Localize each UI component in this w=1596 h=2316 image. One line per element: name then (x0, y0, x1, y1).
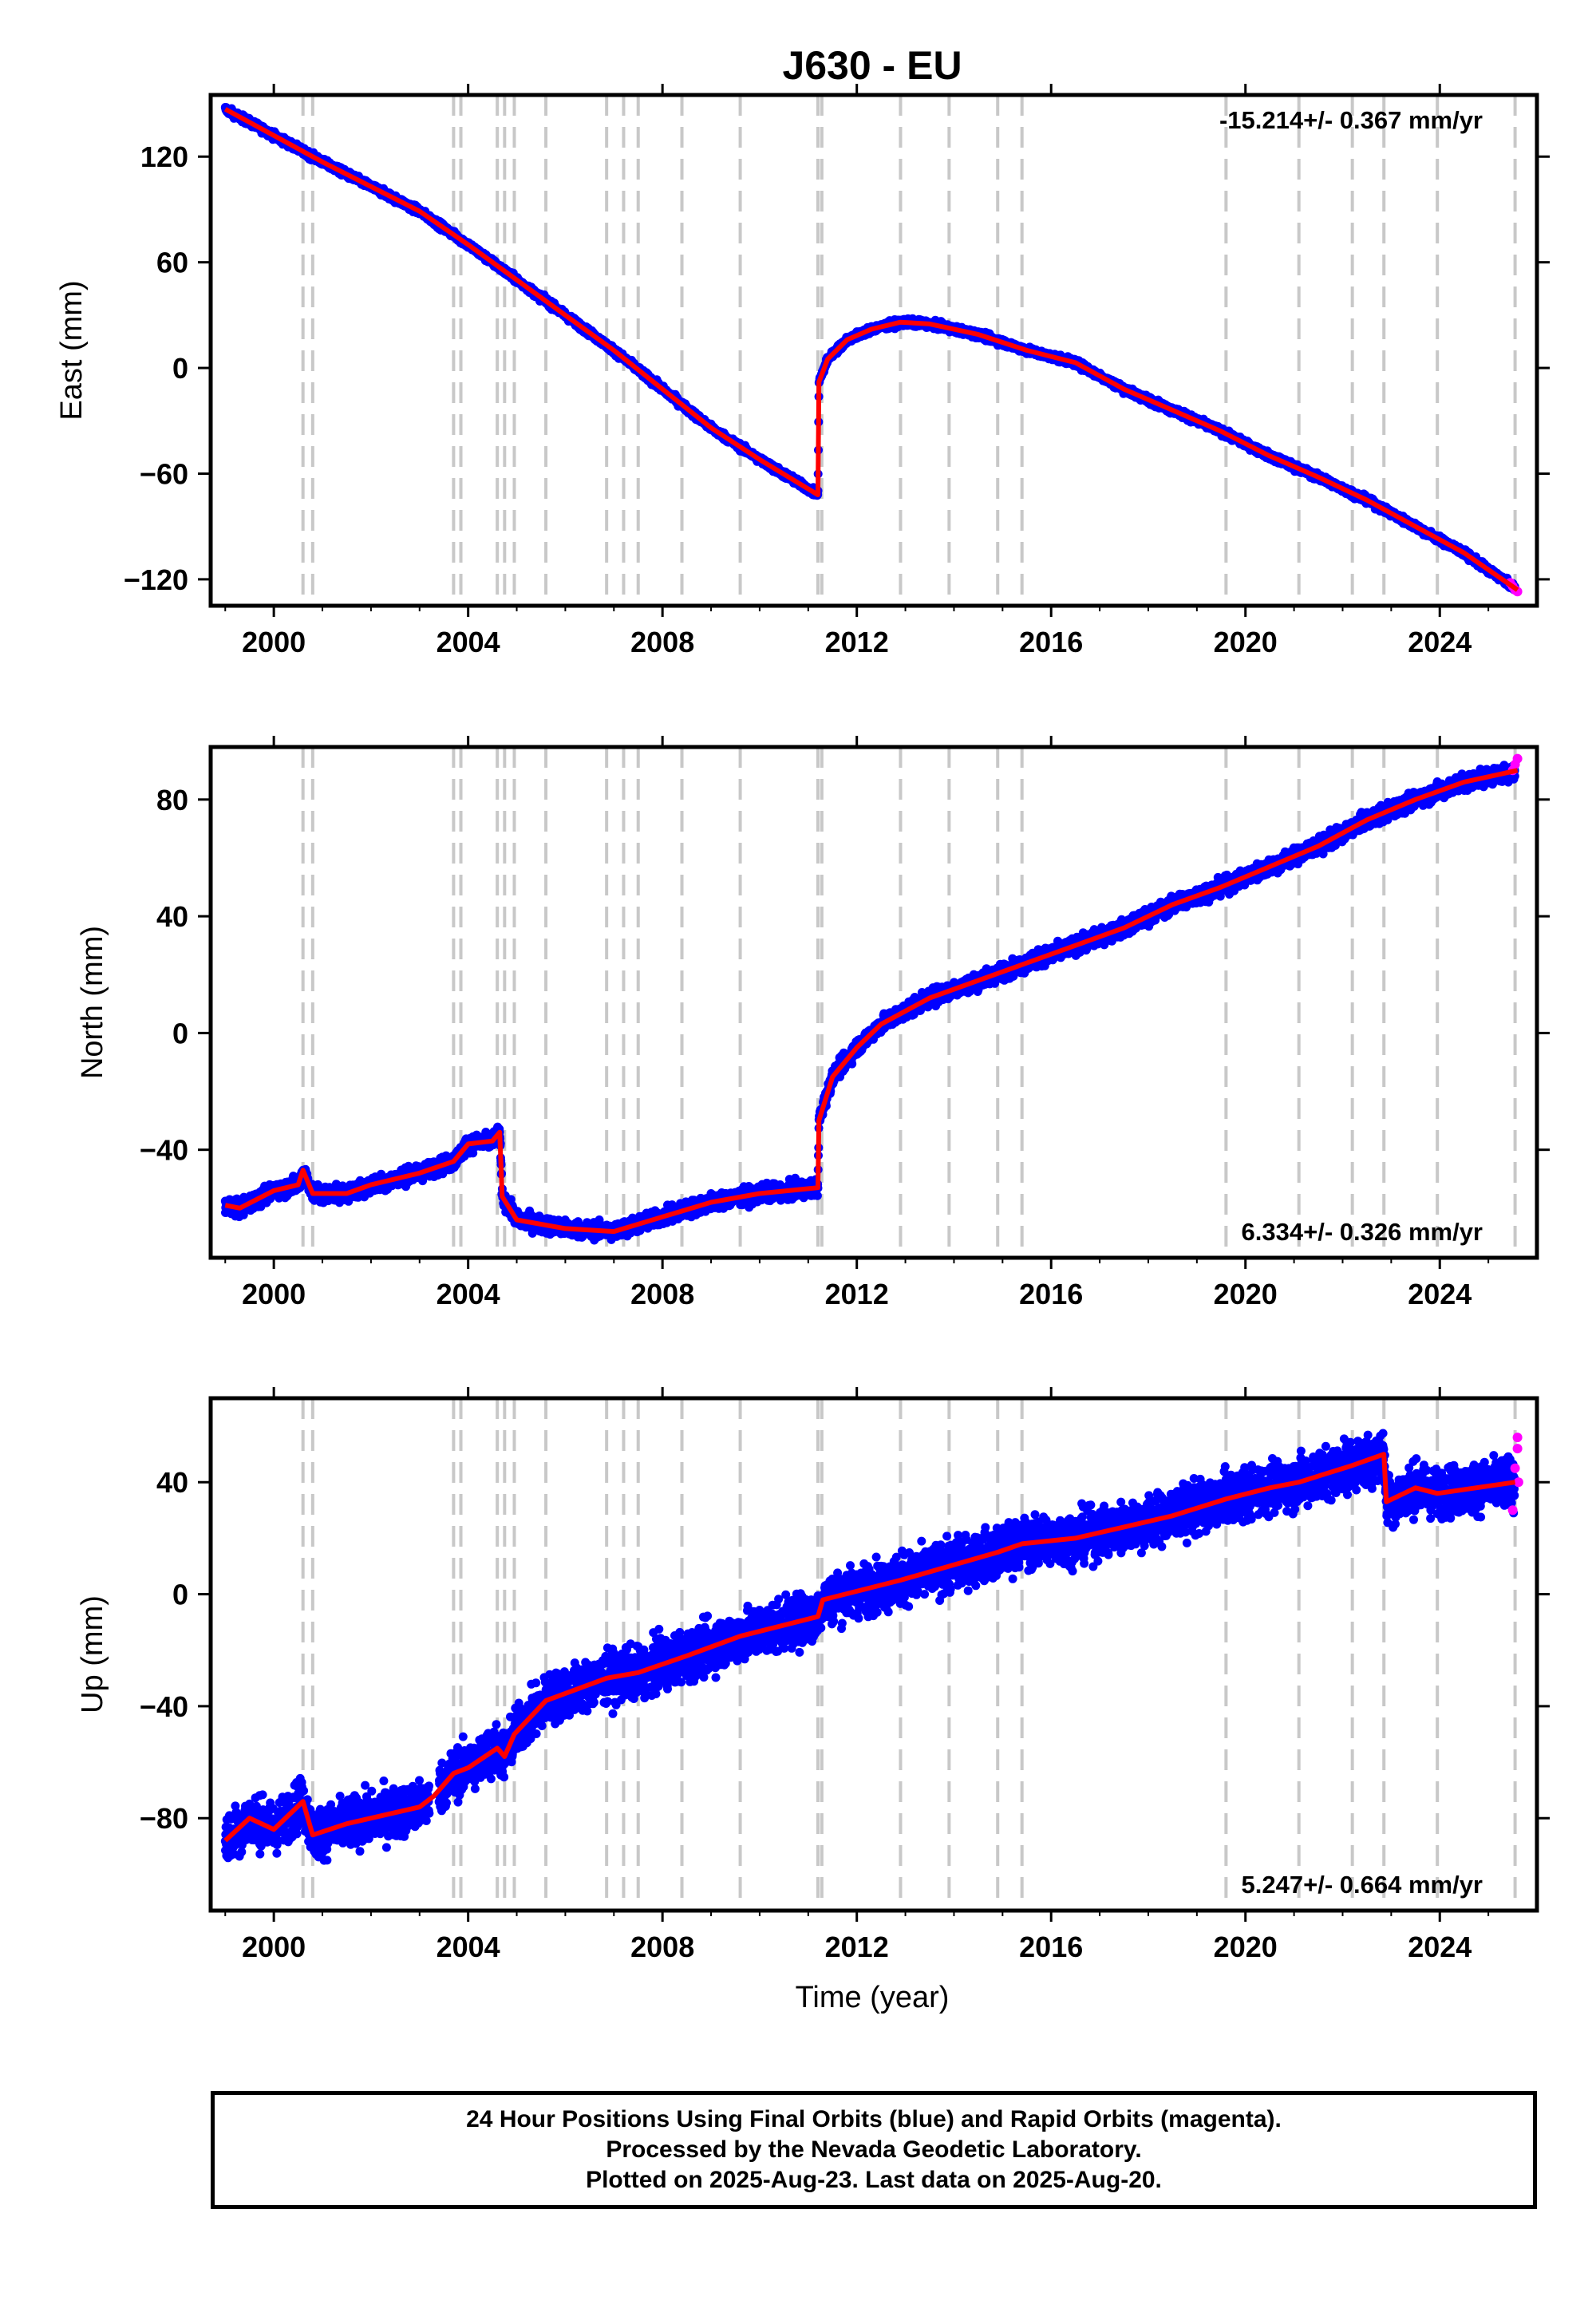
final-orbit-points (220, 103, 1519, 595)
x-axis-label: Time (year) (796, 1981, 950, 2014)
panel-plot-area (220, 95, 1523, 606)
chart-title: J630 - EU (782, 43, 962, 88)
panel-east: 2000 2004 2008 2012 2016 2020 2024−120−6006012… (55, 84, 1550, 658)
panels-group: 2000 2004 2008 2012 2016 2020 2024−120−6006012… (55, 84, 1550, 1963)
